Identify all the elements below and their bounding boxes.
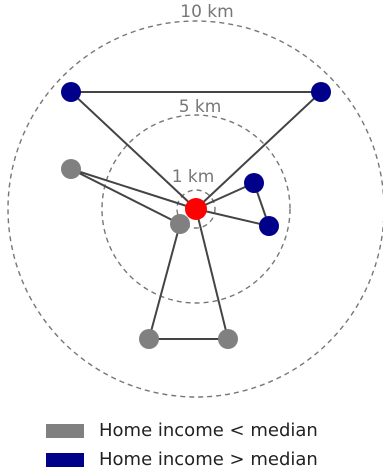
- ring-5km: [101, 114, 291, 304]
- diagram-canvas: 10 km 5 km 1 km: [7, 2, 383, 398]
- edge-right-lower-center: [195, 208, 270, 227]
- node-low-income: [170, 214, 190, 234]
- ring-label-5km: 5 km: [179, 97, 222, 117]
- legend-item-low-income: Home income < median: [46, 416, 318, 445]
- ring-label-1km: 1 km: [172, 167, 215, 187]
- ring-10km: [7, 20, 383, 398]
- edge-left-center: [70, 168, 197, 210]
- edge-top-left-center: [70, 91, 197, 210]
- node-high-income: [259, 216, 279, 236]
- node-low-income: [61, 159, 81, 179]
- legend-label: Home income < median: [99, 420, 318, 441]
- legend-item-high-income: Home income > median: [46, 445, 318, 474]
- node-high-income: [244, 173, 264, 193]
- node-low-income: [139, 329, 159, 349]
- node-center: [185, 198, 207, 220]
- legend-swatch: [46, 423, 84, 438]
- legend-swatch: [46, 452, 84, 467]
- node-low-income: [218, 329, 238, 349]
- edge-center-bottom-right: [195, 208, 229, 340]
- node-high-income: [311, 82, 331, 102]
- ring-label-10km: 10 km: [180, 2, 233, 22]
- node-high-income: [61, 82, 81, 102]
- legend-label: Home income > median: [99, 449, 318, 470]
- ring-1km: [176, 189, 216, 229]
- edge-left-inner: [70, 168, 181, 225]
- edge-inner-bottom-left: [148, 223, 181, 340]
- edge-top-right-center: [195, 91, 322, 210]
- legend: Home income < median Home income > media…: [46, 416, 318, 474]
